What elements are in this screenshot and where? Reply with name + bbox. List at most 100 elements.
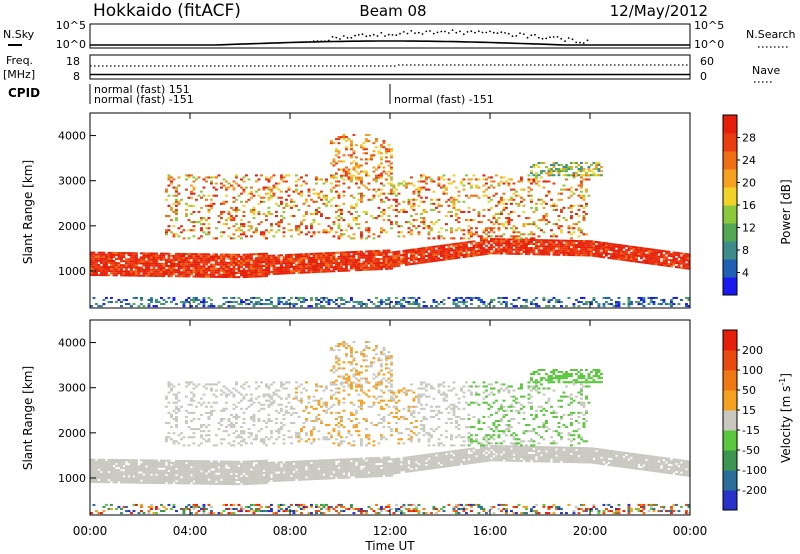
- power-cell: [512, 192, 516, 195]
- power-cell: [230, 217, 233, 220]
- power-cell: [205, 301, 208, 304]
- power-cell: [172, 186, 176, 189]
- power-cell: [390, 176, 393, 179]
- power-cell: [530, 238, 533, 241]
- power-cell: [207, 255, 211, 258]
- velocity-cell: [177, 407, 181, 410]
- power-cell: [632, 252, 636, 255]
- power-cell: [605, 248, 608, 251]
- power-cell: [552, 223, 556, 226]
- power-cell: [660, 251, 663, 254]
- power-cell: [550, 174, 553, 177]
- power-cell: [680, 262, 683, 265]
- power-cell: [540, 198, 543, 201]
- power-cell: [475, 227, 478, 230]
- velocity-cell: [210, 510, 213, 513]
- power-cell: [257, 303, 261, 306]
- power-cell: [507, 244, 511, 247]
- velocity-cell: [160, 465, 163, 468]
- power-cell: [237, 235, 241, 238]
- power-cell: [462, 200, 466, 203]
- power-cell: [637, 250, 641, 253]
- noise-search-dot: [342, 35, 345, 37]
- power-cell: [567, 188, 571, 191]
- power-cell: [375, 217, 378, 220]
- power-cell: [577, 208, 581, 211]
- power-cell: [120, 264, 123, 267]
- power-cell: [345, 265, 348, 268]
- power-cell: [212, 257, 216, 260]
- power-cell: [187, 237, 191, 240]
- power-cell: [232, 263, 236, 266]
- power-cell: [110, 296, 113, 299]
- power-cell: [387, 255, 391, 258]
- power-cell: [452, 204, 456, 207]
- power-cell: [335, 263, 338, 267]
- power-cell: [345, 263, 348, 266]
- power-cell: [277, 270, 281, 273]
- power-cell: [147, 254, 151, 257]
- velocity-cell: [197, 466, 201, 469]
- power-cell: [457, 227, 461, 230]
- power-cell: [360, 200, 363, 203]
- power-cell: [380, 268, 383, 271]
- power-cell: [140, 270, 143, 273]
- power-cell: [425, 305, 428, 308]
- power-cell: [155, 270, 158, 273]
- velocity-cell: [110, 467, 113, 470]
- power-cell: [517, 250, 521, 253]
- velocity-cell: [140, 475, 143, 478]
- power-cell: [220, 210, 223, 213]
- power-cell: [285, 270, 288, 273]
- power-cell: [517, 231, 521, 234]
- power-cell: [605, 252, 608, 255]
- power-cell: [500, 303, 503, 306]
- power-cell: [430, 227, 433, 230]
- velocity-cell: [147, 510, 151, 513]
- power-cell: [132, 252, 136, 255]
- range-tick-label: 3000: [58, 175, 86, 188]
- velocity-cell: [187, 476, 191, 479]
- power-cell: [120, 272, 123, 275]
- velocity-cell: [90, 512, 93, 515]
- power-cell: [260, 233, 263, 236]
- power-cell: [120, 270, 123, 273]
- power-cell: [230, 273, 233, 277]
- power-cell: [305, 227, 308, 230]
- power-cell: [175, 252, 178, 255]
- power-cell: [127, 254, 131, 257]
- power-cell: [402, 296, 406, 299]
- noise-right-label: N.Search: [746, 28, 796, 41]
- power-cell: [645, 247, 648, 250]
- velocity-cell: [152, 467, 156, 470]
- power-cell: [247, 275, 251, 278]
- power-cell: [190, 269, 193, 272]
- power-cell: [630, 245, 633, 248]
- power-cell: [330, 227, 333, 230]
- power-cell: [190, 184, 193, 187]
- power-cell: [537, 235, 541, 238]
- velocity-cell: [145, 461, 148, 464]
- power-cell: [542, 249, 546, 252]
- power-cell: [190, 229, 193, 232]
- power-cell: [270, 256, 273, 259]
- velocity-cell: [192, 503, 196, 506]
- power-cell: [105, 274, 108, 277]
- power-cell: [415, 219, 418, 222]
- power-cell: [100, 267, 103, 271]
- power-cell: [560, 251, 563, 254]
- power-cell: [155, 252, 158, 255]
- power-cell: [187, 267, 191, 270]
- power-cell: [512, 225, 516, 228]
- power-cell: [460, 254, 463, 257]
- velocity-cell: [130, 469, 133, 472]
- power-cell: [355, 178, 358, 181]
- power-cell: [245, 255, 248, 258]
- power-cell: [520, 200, 523, 203]
- power-cell: [192, 225, 196, 228]
- velocity-cell: [132, 459, 136, 462]
- power-cell: [547, 180, 551, 183]
- velocity-cell: [162, 463, 166, 466]
- power-cell: [395, 250, 398, 253]
